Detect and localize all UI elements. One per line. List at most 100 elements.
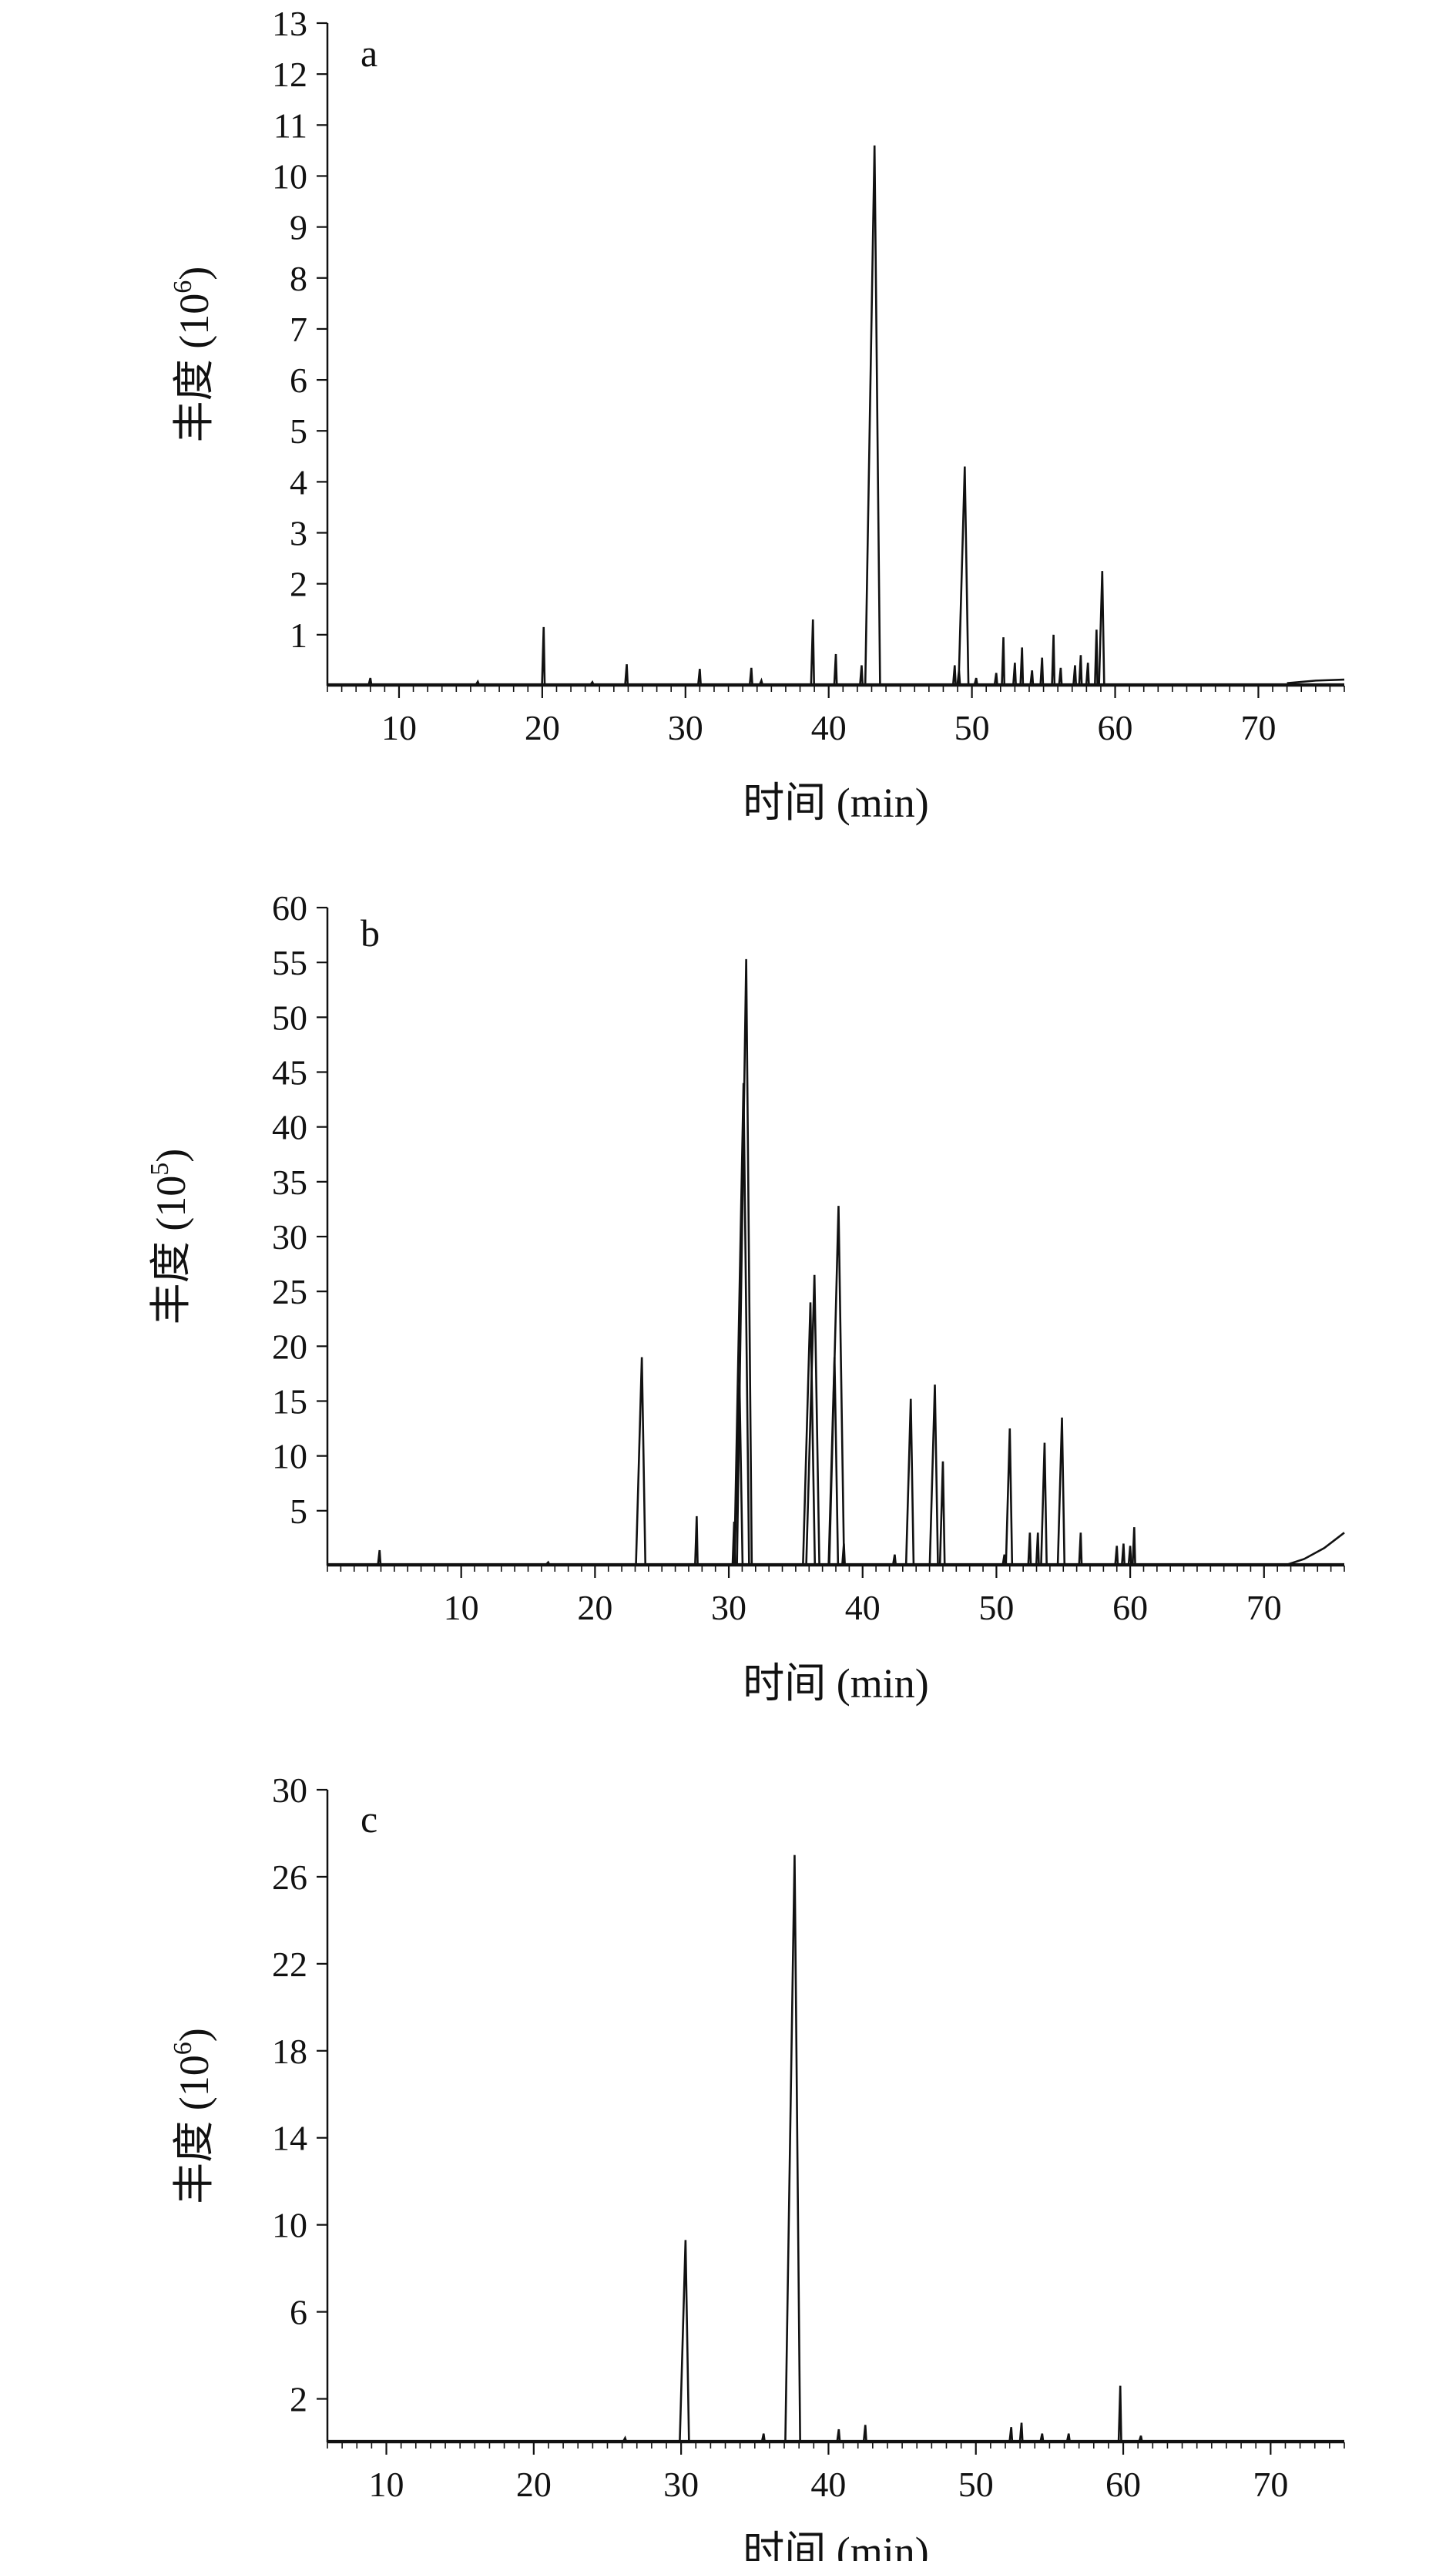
x-tick-label: 60 [1105,2465,1141,2504]
chromatogram-peak [859,665,864,685]
chromatogram-peak [1058,667,1063,685]
y-tick-label: 26 [272,1858,307,1897]
y-tick-label: 60 [272,888,307,928]
chromatogram-peak [1132,1527,1136,1565]
y-tick-label: 6 [290,361,307,400]
chromatogram-peak [864,145,881,685]
chromatogram-peak [958,466,970,685]
chromatogram-peak [1056,1417,1066,1565]
chromatogram-peak [1114,1546,1119,1565]
chromatogram-peak [1127,1546,1132,1565]
chromatogram-peak [836,2428,841,2442]
y-axis-title: 丰度 (106) [169,267,217,442]
x-tick-label: 60 [1098,708,1133,747]
chromatogram-peak [938,1461,946,1565]
chromatogram-peak [367,677,373,685]
chromatogram-peak [1098,571,1105,685]
y-axis-title-exponent: 6 [169,280,197,294]
chromatogram-peak [833,653,838,685]
chromatogram-peak [694,1515,699,1565]
chromatogram-peak [904,1398,915,1565]
chromatogram-peak [1117,2385,1122,2442]
chromatogram-peak [973,677,978,685]
y-axis-title: 丰度 (105) [146,1149,194,1324]
x-tick-label: 40 [811,708,847,747]
y-axis-title-main: 丰度 (10 [171,294,217,442]
chromatogram-peak [624,664,629,685]
chromatogram-peak [736,958,753,1565]
chromatogram-peak [545,1560,550,1565]
x-axis-title: 时间 (min) [743,2529,928,2561]
chromatogram-peak [1094,629,1099,685]
y-tick-label: 30 [272,1771,307,1810]
x-tick-label: 10 [444,1588,479,1627]
x-tick-label: 60 [1112,1588,1148,1627]
x-axis-title: 时间 (min) [743,1660,928,1707]
y-tick-label: 2 [290,565,307,604]
x-tick-label: 70 [1246,1588,1282,1627]
y-axis-title-exponent: 5 [146,1163,174,1176]
chromatogram-peak [1012,663,1017,685]
chromatogram-peak [377,1549,382,1565]
y-axis-title: 丰度 (106) [169,2028,217,2204]
y-tick-label: 3 [290,514,307,553]
chromatogram-peak [1039,2433,1045,2442]
chromatogram-peak [1121,1543,1126,1565]
chromatogram-peak [541,626,546,685]
x-tick-label: 50 [958,2465,994,2504]
chromatogram-peak [1085,663,1090,685]
chromatogram-peak [1138,2435,1143,2442]
chromatogram-peak [784,1854,801,2442]
y-tick-label: 45 [272,1053,307,1093]
x-tick-label: 30 [711,1588,746,1627]
y-tick-label: 15 [272,1382,307,1421]
chromatogram-peak [1039,657,1045,685]
chromatogram-peak [760,2433,766,2442]
chromatogram-peak [828,1206,845,1565]
x-tick-label: 20 [516,2465,552,2504]
y-tick-label: 1 [290,616,307,655]
y-tick-label: 5 [290,1492,307,1531]
chromatogram-peak [589,680,595,685]
y-tick-label: 18 [272,2032,307,2071]
x-tick-label: 40 [845,1588,881,1627]
chromatogram-peak [1040,1442,1048,1565]
chromatogram-peak [1018,2422,1024,2442]
x-tick-label: 70 [1253,2465,1288,2504]
x-tick-label: 20 [525,708,560,747]
y-tick-label: 22 [272,1945,307,1984]
chart-panel-b: 10 20 30 40 50 60 70 5 10 15 20 25 30 35 40 45 50 55 60 b 时间… [146,888,1345,1707]
chromatogram-peak [1078,655,1083,685]
chromatogram-peak [622,2435,627,2442]
chromatogram-peak [928,1385,939,1565]
chromatogram-peak [802,1302,817,1565]
chromatogram-peak [1029,670,1035,685]
chromatogram-peak [993,673,998,685]
baseline-drift-line [1287,678,1345,684]
chromatogram-peak [1065,2433,1071,2442]
chromatogram-peak [1019,647,1025,685]
y-tick-label: 20 [272,1327,307,1366]
y-axis-title-main: 丰度 (10 [148,1176,194,1324]
x-tick-label: 50 [954,708,990,747]
y-tick-label: 6 [290,2293,307,2332]
chromatogram-peak [749,667,753,685]
chromatogram-peak [635,1357,647,1565]
chromatogram-peak [475,679,480,685]
chromatogram-peak [1051,634,1056,685]
panel-label: a [361,32,377,75]
x-tick-label: 10 [369,2465,404,2504]
y-tick-label: 10 [272,2206,307,2245]
y-tick-label: 4 [290,462,307,502]
panel-label: c [361,1797,377,1841]
chromatogram-peak [1027,1532,1032,1565]
chromatogram-peak [952,665,957,685]
chromatogram-peak [862,2425,867,2442]
chromatogram-peak [1035,1532,1040,1565]
x-tick-label: 50 [978,1588,1014,1627]
chromatogram-peak [1008,2427,1014,2442]
baseline-drift-line [1283,1532,1345,1567]
